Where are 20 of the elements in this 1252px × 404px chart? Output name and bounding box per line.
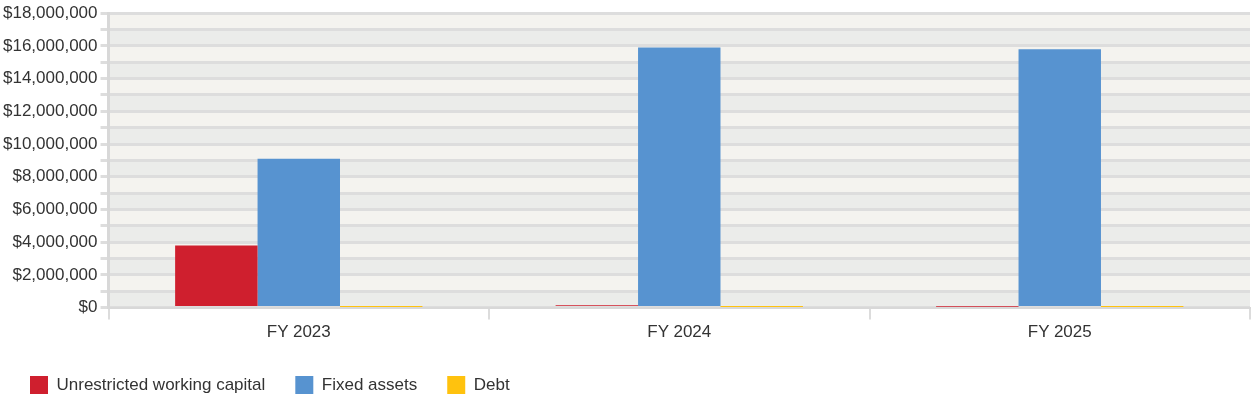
x-tick-label: FY 2025 (1027, 322, 1092, 342)
y-tick-label: $8,000,000 (12, 166, 98, 186)
bar (257, 158, 340, 307)
y-tick-label: $12,000,000 (2, 101, 98, 121)
y-tick-label: $16,000,000 (2, 35, 98, 55)
bar (638, 47, 721, 307)
y-tick-label: $18,000,000 (2, 2, 98, 22)
y-tick-label: $6,000,000 (12, 199, 98, 219)
y-tick-label: $4,000,000 (12, 231, 98, 251)
legend-label: Debt (473, 374, 510, 394)
legend-label: Unrestricted working capital (56, 374, 266, 394)
bar (175, 245, 258, 307)
y-tick-label: $2,000,000 (12, 264, 98, 284)
y-tick-label: $10,000,000 (2, 133, 98, 153)
legend-label: Fixed assets (321, 374, 418, 394)
bar (1018, 49, 1101, 307)
x-tick-label: FY 2023 (266, 322, 331, 342)
y-tick-label: $14,000,000 (2, 68, 98, 88)
y-tick-label: $0 (78, 297, 98, 317)
x-tick-label: FY 2024 (647, 322, 712, 342)
